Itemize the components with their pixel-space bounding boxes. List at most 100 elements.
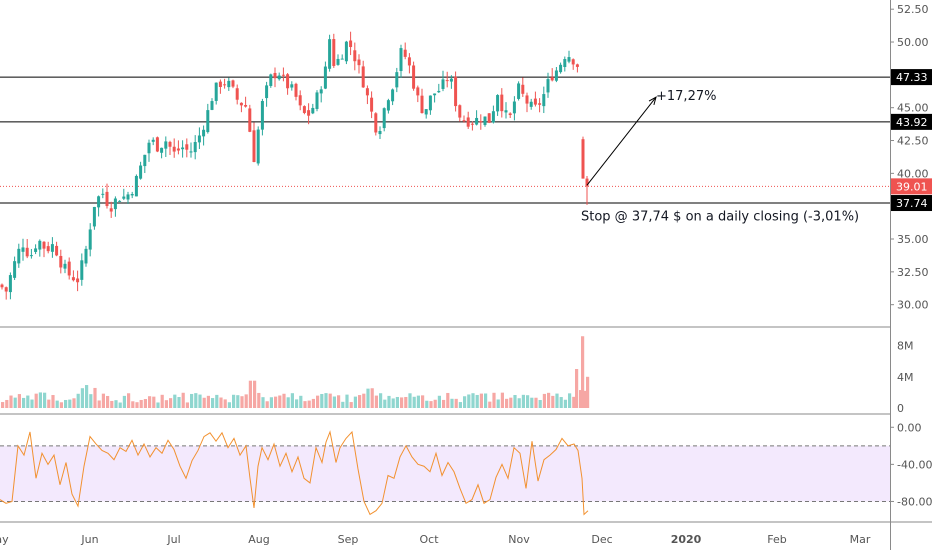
osc-tick-label: -40.00 (897, 458, 932, 471)
volume-bar (581, 336, 585, 408)
candle-body (315, 92, 319, 109)
volume-bar (408, 393, 412, 408)
level-badge (891, 69, 932, 86)
level-badge (891, 195, 932, 212)
candle-body (353, 50, 357, 62)
candle-body (504, 110, 508, 113)
volume-tick-label: 8M (897, 340, 914, 353)
volume-bar (76, 393, 80, 408)
candle-body (458, 105, 462, 118)
candle-body (500, 94, 504, 112)
volume-bar (127, 393, 131, 408)
price-tick-label: 40.00 (897, 167, 929, 180)
volume-bar (479, 393, 483, 408)
volume-bar (458, 402, 462, 408)
candle-body (344, 41, 348, 62)
candle-body (546, 79, 550, 93)
candle-body (416, 87, 420, 96)
candle-body (475, 117, 479, 125)
volume-bar (269, 397, 273, 408)
candle-body (176, 148, 180, 151)
volume-bar (89, 394, 93, 408)
candle-body (349, 40, 353, 48)
chart-annotation: Stop @ 37,74 $ on a daily closing (-3,01… (581, 210, 859, 225)
time-label: Dec (591, 533, 612, 546)
candle-body (311, 107, 315, 114)
candle-body (244, 105, 248, 107)
candle-body (508, 113, 512, 116)
candle-body (46, 246, 50, 252)
candle-body (155, 137, 159, 152)
time-label: Aug (248, 533, 269, 546)
time-label: Mar (850, 533, 871, 546)
volume-pane (1, 336, 590, 408)
volume-bar (320, 393, 324, 408)
candle-body (109, 208, 113, 212)
candle-body (29, 255, 33, 257)
candle-body (38, 240, 42, 250)
volume-bar (345, 394, 349, 408)
volume-bar (59, 402, 63, 408)
volume-bar (47, 399, 51, 408)
oscillator-line (0, 430, 589, 516)
candle-body (248, 108, 252, 132)
volume-bar (232, 394, 236, 408)
candle-body (470, 123, 474, 125)
candle-body (59, 255, 63, 268)
candle-body (160, 147, 164, 153)
osc-tick-label: -80.00 (897, 495, 932, 508)
candle-body (512, 101, 516, 114)
volume-bar (240, 396, 244, 408)
candle-body (193, 142, 197, 153)
volume-tick-label: 4M (897, 371, 914, 384)
volume-bar (143, 399, 147, 408)
volume-bar (34, 393, 38, 408)
volume-bar (467, 394, 471, 408)
volume-bar (261, 397, 265, 408)
candle-body (239, 102, 243, 106)
price-tick-label: 35.00 (897, 233, 929, 246)
candle-body (256, 129, 260, 164)
volume-bar (454, 398, 458, 408)
volume-bar (421, 395, 425, 408)
time-label: Nov (508, 533, 530, 546)
candle-body (298, 95, 302, 106)
volume-bar (433, 399, 437, 408)
candle-body (365, 88, 369, 96)
candle-body (554, 70, 558, 81)
volume-bar (206, 395, 210, 408)
candle-body (374, 113, 378, 133)
candle-body (227, 80, 231, 88)
volume-bar (223, 399, 227, 408)
candle-body (13, 261, 17, 278)
price-tick-label: 42.50 (897, 135, 929, 148)
candle-body (34, 248, 38, 252)
volume-bar (43, 392, 47, 408)
volume-bar (1, 402, 5, 408)
candle-body (277, 75, 281, 80)
candle-body (4, 287, 8, 292)
candle-body (265, 85, 269, 99)
oscillator-band (0, 445, 890, 502)
volume-bar (404, 396, 408, 408)
volume-bar (85, 385, 89, 408)
level-label: 37.74 (896, 197, 928, 210)
volume-bar (164, 400, 168, 408)
volume-bar (9, 395, 13, 408)
volume-bar (194, 393, 198, 408)
candle-body (206, 110, 210, 133)
candle-body (197, 135, 201, 143)
volume-bar (181, 392, 185, 408)
volume-bar (22, 397, 26, 408)
osc-tick-label: 0.00 (897, 421, 922, 434)
candle-body (581, 139, 585, 179)
candle-body (122, 196, 126, 199)
candle-body (25, 247, 29, 257)
price-tick-label: 32.50 (897, 266, 929, 279)
volume-bar (416, 395, 420, 408)
volume-bar (395, 396, 399, 408)
arrow-head (648, 96, 657, 106)
candle-body (50, 244, 54, 252)
